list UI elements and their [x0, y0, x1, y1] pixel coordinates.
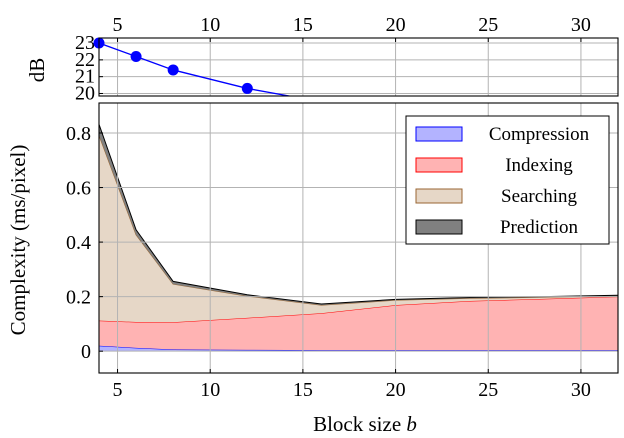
legend-swatch-compression	[415, 126, 463, 142]
bottom-x-tick-label: 25	[478, 379, 498, 401]
top-x-tick-label: 10	[200, 14, 220, 36]
bottom-x-tick-label: 15	[293, 379, 313, 401]
x-axis-title-variable: b	[406, 412, 417, 436]
top-x-tick-label: 5	[113, 14, 123, 36]
legend-swatch-prediction	[415, 219, 463, 235]
top-y-tick-label: 20	[75, 82, 95, 104]
legend-label-searching: Searching	[501, 186, 577, 207]
bottom-y-tick-label: 0.4	[66, 232, 91, 254]
bottom-x-tick-label: 10	[200, 379, 220, 401]
bottom-x-tick-label: 30	[571, 379, 591, 401]
bottom-chart-panel: 5 10 15 20 25 30 0 0.2 0.4 0.6 0.8 Compression Index…	[66, 102, 619, 401]
top-data-point	[130, 50, 142, 62]
top-y-tick-label: 23	[75, 32, 95, 54]
top-y-tick-label: 21	[75, 66, 95, 88]
bottom-y-tick-label: 0.2	[66, 287, 91, 309]
top-y-tick-label: 22	[75, 49, 95, 71]
top-x-tick-label: 25	[478, 14, 498, 36]
area-searching	[99, 135, 618, 323]
x-axis-title-text: Block size	[313, 412, 401, 436]
bottom-y-tick-label: 0.6	[66, 178, 91, 200]
top-data-point	[241, 82, 253, 94]
top-x-tick-label: 15	[293, 14, 313, 36]
legend-label-prediction: Prediction	[500, 217, 579, 238]
bottom-plot-frame	[98, 102, 619, 374]
bottom-x-tick-label: 20	[386, 379, 406, 401]
bottom-y-tick-label: 0	[81, 341, 91, 363]
legend: Compression Indexing Searching Prediction	[405, 115, 610, 245]
top-x-tick-label: 20	[386, 14, 406, 36]
legend-label-compression: Compression	[489, 124, 590, 145]
legend-swatch-indexing	[415, 157, 463, 173]
legend-swatch-searching	[415, 188, 463, 204]
legend-label-indexing: Indexing	[505, 155, 573, 176]
top-data-point	[167, 64, 179, 76]
top-x-tick-label: 30	[571, 14, 591, 36]
top-plot-frame	[98, 37, 619, 97]
top-y-axis-title: dB	[25, 58, 49, 83]
bottom-x-tick-label: 5	[113, 379, 123, 401]
x-axis-title: Block size b	[313, 412, 417, 436]
bottom-y-tick-label: 0.8	[66, 123, 91, 145]
bottom-y-axis-title: Complexity (ms/pixel)	[6, 145, 30, 336]
